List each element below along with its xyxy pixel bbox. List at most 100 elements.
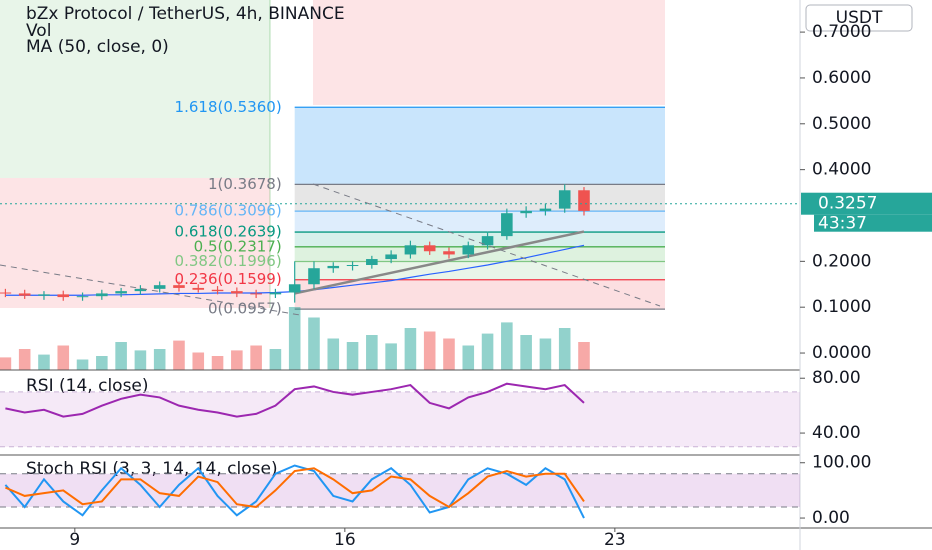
candle-body	[134, 288, 147, 292]
last-price-label: 0.3257	[818, 194, 877, 214]
candle-body	[269, 292, 282, 295]
candle-body	[231, 291, 243, 294]
volume-bar	[404, 328, 417, 370]
candle-body	[327, 265, 340, 269]
candle-body	[481, 236, 494, 246]
candle-body	[578, 190, 590, 211]
volume-bar	[269, 349, 282, 370]
y-tick-label: 0.6000	[812, 68, 871, 88]
volume-bar	[115, 342, 127, 370]
candle-body	[346, 265, 359, 267]
candle-body	[115, 291, 127, 294]
volume-bar	[366, 335, 378, 370]
fib-label: 0.786(0.3096)	[175, 202, 282, 220]
volume-bar	[134, 350, 147, 370]
volume-bar	[501, 322, 513, 370]
volume-bar	[327, 338, 340, 370]
y-tick-label: 0.4000	[812, 160, 871, 180]
volume-label: Vol	[26, 21, 51, 41]
candle-body	[76, 296, 89, 298]
candle-body	[443, 251, 455, 255]
x-tick-label: 9	[69, 530, 80, 550]
fib-label: 0.236(0.1599)	[175, 270, 282, 288]
candle-body	[173, 285, 185, 288]
volume-bar	[0, 357, 12, 370]
volume-bar	[192, 352, 205, 370]
candle-body	[539, 208, 552, 211]
fib-zone	[294, 232, 665, 247]
trend-line	[294, 230, 585, 295]
candle-body	[250, 293, 262, 295]
volume-bar	[76, 359, 89, 370]
candle-body	[18, 293, 31, 296]
ma-label: MA (50, close, 0)	[26, 37, 169, 57]
volume-bar	[443, 338, 455, 370]
y-tick-label: 0.5000	[812, 114, 871, 134]
volume-bar	[96, 356, 108, 370]
candle-body	[423, 245, 436, 252]
candle-body	[153, 285, 166, 289]
countdown-tag	[814, 214, 932, 232]
fib-label: 1.618(0.5360)	[175, 98, 282, 116]
candle-body	[520, 210, 532, 214]
candle-body	[0, 292, 12, 294]
candle-body	[462, 245, 475, 255]
red-zone	[0, 178, 270, 308]
volume-bar	[18, 349, 31, 370]
red-zone	[313, 0, 665, 105]
stoch-line	[4, 464, 585, 519]
rsi-line	[5, 382, 585, 418]
countdown: 43:37	[818, 214, 867, 234]
rsi-band	[0, 391, 800, 447]
candle-body	[404, 245, 417, 255]
y-tick-label: 0.1000	[812, 297, 871, 317]
stoch-line	[5, 467, 585, 509]
y-tick-label: 40.00	[812, 423, 861, 443]
candle-body	[366, 259, 378, 266]
volume-bar	[231, 350, 243, 370]
y-tick-label: 80.00	[812, 368, 861, 388]
fib-zone	[294, 107, 665, 185]
candle-body	[96, 293, 108, 297]
last-price-tag	[801, 192, 932, 215]
candle-body	[558, 190, 571, 209]
chart-title: bZx Protocol / TetherUS, 4h, BINANCE	[26, 4, 345, 24]
candle-body	[308, 268, 320, 285]
fib-label: 0(0.0957)	[208, 300, 282, 318]
candle-body	[211, 289, 224, 292]
fib-zone	[294, 279, 665, 310]
green-zone	[0, 0, 270, 178]
candle-body	[288, 284, 301, 293]
y-tick-label: 100.00	[812, 453, 871, 473]
volume-bar	[558, 328, 571, 370]
volume-bar	[211, 356, 224, 370]
volume-bar	[250, 345, 262, 370]
volume-bar	[423, 331, 436, 370]
volume-bar	[578, 342, 590, 370]
candle-body	[38, 294, 50, 296]
currency[interactable]: USDT	[836, 8, 883, 28]
candle-body	[385, 254, 397, 260]
rsi-label: RSI (14, close)	[26, 376, 149, 396]
fib-label: 1(0.3678)	[208, 175, 282, 193]
x-tick-label: 16	[334, 530, 356, 550]
volume-bar	[539, 338, 552, 370]
volume-bar	[57, 345, 70, 370]
currency-button[interactable]	[805, 4, 913, 32]
fib-zone	[294, 211, 665, 233]
volume-bar	[462, 345, 475, 370]
volume-bar	[385, 343, 397, 370]
volume-bar	[481, 333, 494, 370]
fib-zone	[294, 184, 665, 212]
volume-bar	[173, 340, 185, 370]
x-tick-label: 23	[604, 530, 626, 550]
volume-bar	[38, 354, 50, 370]
volume-bar	[308, 317, 320, 370]
volume-bar	[520, 335, 532, 370]
fib-zone	[294, 261, 665, 280]
fib-label: 0.382(0.1996)	[175, 252, 282, 270]
y-tick-label: 0.7000	[812, 22, 871, 42]
volume-bar	[288, 307, 301, 370]
y-tick-label: 0.0000	[812, 343, 871, 363]
